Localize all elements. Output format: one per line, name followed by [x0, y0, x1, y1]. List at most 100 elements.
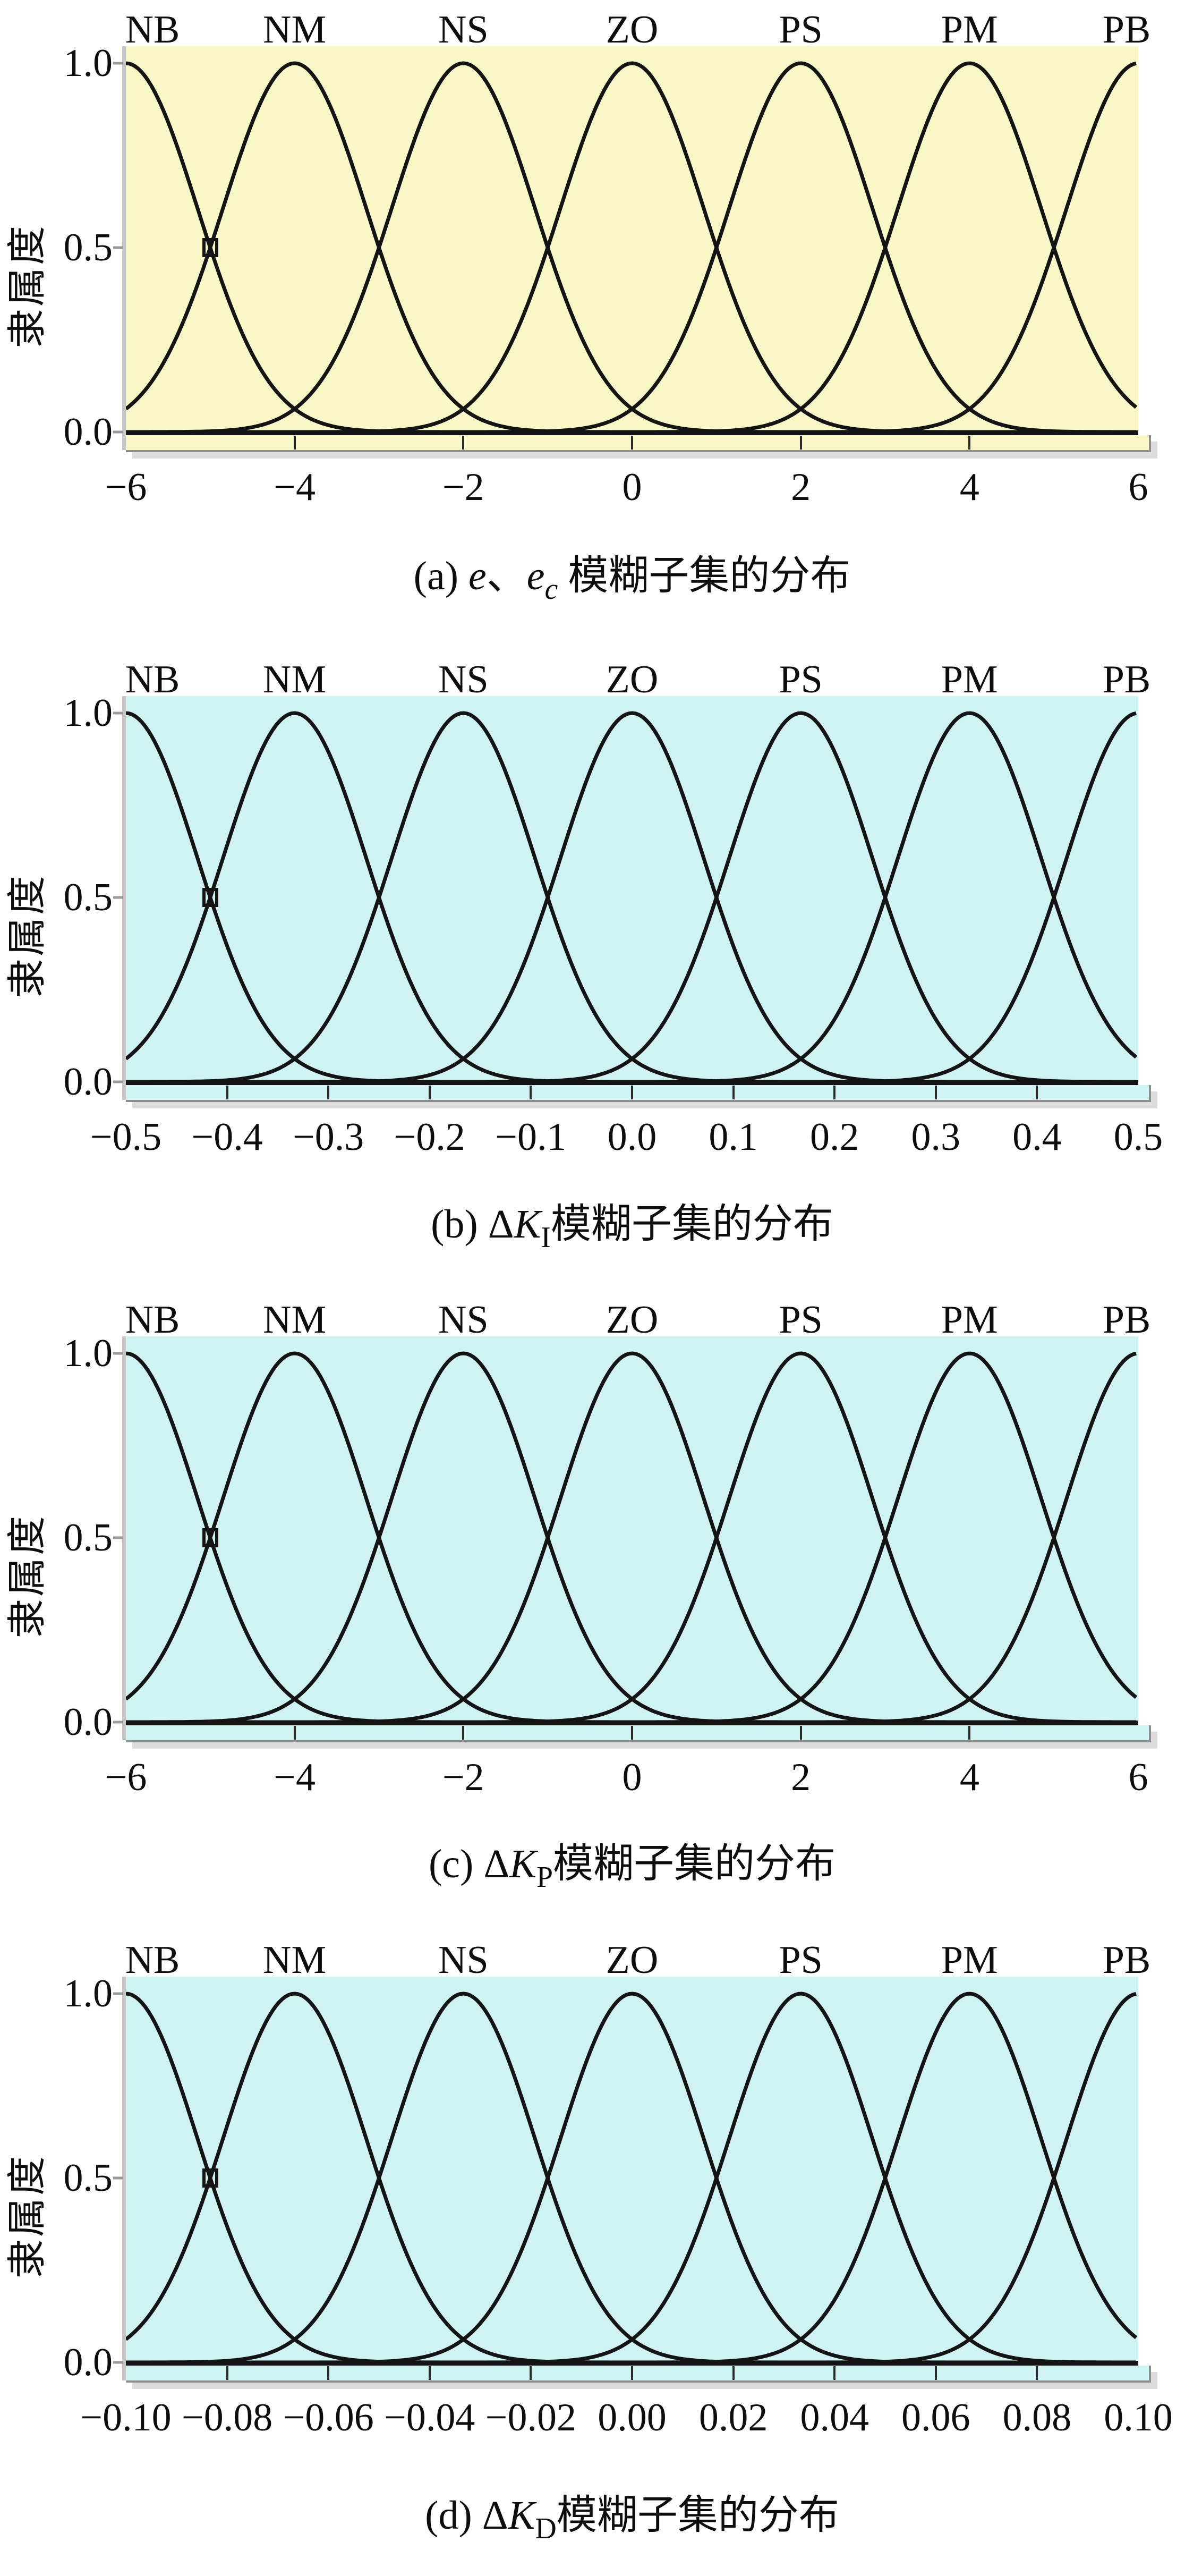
- mf-label-pm: PM: [941, 1938, 998, 1982]
- panel-a: NB NM NS ZO PS PM PB 1.0 0.5 0.0 隶属度 −6 −4 −2 0 2 4 6 (a) …: [0, 8, 1185, 646]
- caption-text: e: [526, 554, 545, 598]
- x-tick-label: −6: [105, 1756, 147, 1799]
- caption-text: P: [536, 1861, 553, 1894]
- curve-nb: [126, 1992, 1136, 2365]
- y-tick-label: 0.0: [63, 1060, 113, 1104]
- x-tick-label: −0.4: [191, 1115, 263, 1159]
- x-tick-label: 2: [791, 465, 811, 509]
- y-tick-label: 0.0: [63, 2341, 113, 2384]
- mf-label-nm: NM: [263, 8, 327, 52]
- x-tick-row: −6 −4 −2 0 2 4 6: [105, 465, 1148, 509]
- x-tick-mark: [226, 2366, 228, 2380]
- caption-text: 模糊子集的分布: [550, 1202, 833, 1247]
- mf-label-pm: PM: [941, 1298, 998, 1342]
- x-tick-mark: [833, 2366, 836, 2380]
- y-tick-label: 0.5: [63, 2156, 113, 2200]
- mf-label-nm: NM: [263, 1298, 327, 1342]
- x-tick-label: 0.0: [607, 1115, 657, 1159]
- curve-ns: [126, 711, 1136, 1084]
- x-tick-label: 6: [1128, 1756, 1148, 1799]
- y-axis-title: 隶属度: [6, 2154, 49, 2278]
- curve-zo: [126, 61, 1136, 434]
- membership-curves: [126, 1351, 1138, 1724]
- plot-area: [126, 46, 1138, 435]
- panel-c: NB NM NS ZO PS PM PB 1.0 0.5 0.0 隶属度 −6 −4 −2 0 2 4 6 (c) …: [0, 1298, 1185, 1936]
- y-tick-label: 0.5: [63, 1516, 113, 1560]
- curve-nb: [126, 711, 1136, 1084]
- x-tick-strip: [126, 1085, 1151, 1102]
- x-tick-label: 2: [791, 1756, 811, 1799]
- mf-label-nb: NB: [125, 1298, 180, 1342]
- curve-pm: [126, 1351, 1138, 1724]
- curve-ps: [126, 61, 1136, 434]
- x-tick-label: 0.10: [1104, 2396, 1173, 2439]
- mf-label-ns: NS: [438, 8, 489, 52]
- x-tick-mark: [934, 1086, 937, 1099]
- x-tick-mark: [934, 2366, 937, 2380]
- mf-label-row: NB NM NS ZO PS PM PB: [125, 1298, 1151, 1340]
- panel-caption: (d) ΔKD模糊子集的分布: [126, 2491, 1138, 2553]
- mf-label-ns: NS: [438, 658, 489, 701]
- curve-ps: [126, 1351, 1136, 1724]
- x-tick-mark: [293, 436, 296, 450]
- x-axis-zero-line: [126, 2361, 1138, 2366]
- curve-pb: [126, 711, 1137, 1084]
- x-tick-mark: [833, 1086, 836, 1099]
- mf-label-row: NB NM NS ZO PS PM PB: [125, 658, 1151, 701]
- y-tick-mark: [113, 246, 123, 249]
- y-tick-label: 1.0: [63, 41, 113, 85]
- crossing-marker: [202, 1528, 218, 1547]
- mf-label-nb: NB: [125, 8, 180, 52]
- x-axis-zero-line: [126, 430, 1138, 435]
- x-tick-mark: [327, 2366, 330, 2380]
- x-tick-label: 0.02: [698, 2396, 768, 2439]
- curve-zo: [126, 711, 1136, 1084]
- mf-label-ps: PS: [779, 1938, 823, 1982]
- x-tick-row: −0.5 −0.4 −0.3 −0.2 −0.1 0.0 0.1 0.2 0.3 0.4 0.5: [90, 1115, 1163, 1159]
- caption-text: c: [544, 573, 558, 606]
- mf-label-pb: PB: [1102, 658, 1151, 701]
- x-tick-strip: [126, 2366, 1151, 2383]
- mf-label-nb: NB: [125, 658, 180, 701]
- curve-nb: [126, 61, 1136, 434]
- caption-text: Δ: [483, 1842, 510, 1886]
- x-tick-label: 0: [622, 465, 642, 509]
- curve-nm: [126, 1992, 1136, 2365]
- x-tick-mark: [799, 1726, 802, 1740]
- x-tick-mark: [1036, 1086, 1038, 1099]
- curve-pb: [126, 1992, 1137, 2365]
- caption-text: 模糊子集的分布: [556, 2493, 839, 2538]
- x-tick-label: −0.08: [181, 2396, 273, 2439]
- y-tick-mark: [113, 430, 123, 434]
- x-tick-mark: [732, 1086, 735, 1099]
- curve-ps: [126, 711, 1136, 1084]
- x-tick-mark: [732, 2366, 735, 2380]
- curve-pb: [126, 61, 1137, 434]
- x-tick-mark: [530, 2366, 532, 2380]
- mf-label-nb: NB: [125, 1938, 180, 1982]
- y-axis-line: [122, 1977, 126, 2380]
- x-tick-label: 0.2: [809, 1115, 859, 1159]
- x-tick-label: −2: [442, 465, 484, 509]
- mf-label-zo: ZO: [606, 1298, 659, 1342]
- x-tick-label: −6: [105, 465, 147, 509]
- panel-caption: (a) e、ec 模糊子集的分布: [126, 552, 1138, 614]
- curve-zo: [126, 1992, 1136, 2365]
- x-tick-label: −0.02: [485, 2396, 577, 2439]
- x-axis-zero-line: [126, 1080, 1138, 1085]
- mf-label-ps: PS: [779, 8, 823, 52]
- curve-ns: [126, 1351, 1136, 1724]
- curve-pm: [126, 711, 1138, 1084]
- y-tick-label: 0.5: [63, 876, 113, 919]
- x-tick-label: −2: [442, 1756, 484, 1799]
- panel-d: NB NM NS ZO PS PM PB 1.0 0.5 0.0 隶属度 −0.10 −0.08 −0.0…: [0, 1938, 1185, 2576]
- curve-pm: [126, 61, 1138, 434]
- mf-label-zo: ZO: [606, 658, 659, 701]
- x-tick-label: −4: [274, 1756, 316, 1799]
- caption-text: (d): [425, 2493, 482, 2538]
- y-tick-mark: [113, 711, 123, 715]
- mf-label-ps: PS: [779, 1298, 823, 1342]
- mf-label-pb: PB: [1102, 1938, 1151, 1982]
- caption-text: (b): [431, 1202, 488, 1247]
- curve-pb: [126, 1351, 1137, 1724]
